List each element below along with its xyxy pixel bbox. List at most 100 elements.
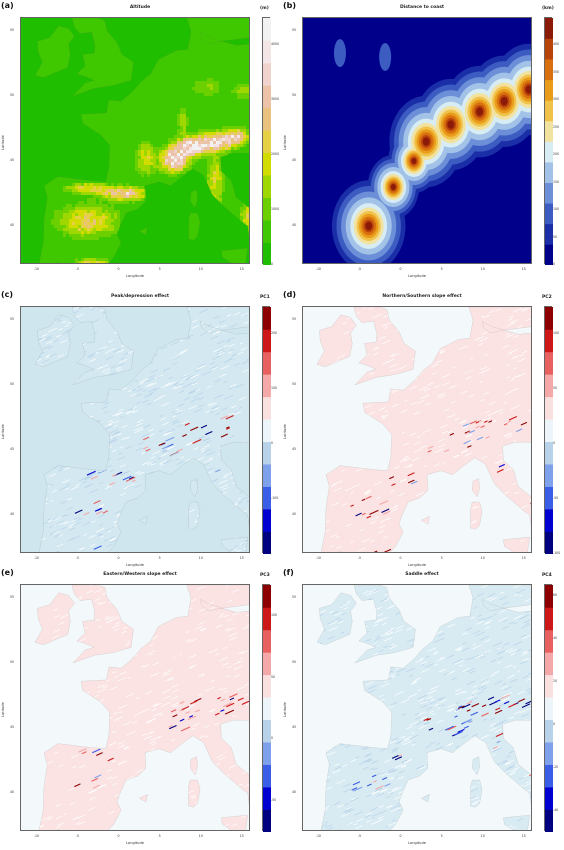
effect-stroke (78, 764, 86, 769)
altitude-cell (240, 207, 243, 210)
effect-stroke (402, 493, 410, 497)
effect-stroke (212, 689, 219, 693)
altitude-cell (228, 147, 231, 150)
x-tick-label: 5 (440, 267, 443, 271)
effect-stroke (203, 458, 213, 463)
altitude-cell (192, 144, 195, 147)
altitude-cell (126, 183, 129, 186)
altitude-cell (81, 186, 84, 189)
effect-stroke (506, 333, 510, 336)
effect-stroke (160, 346, 168, 350)
altitude-cell (177, 141, 180, 144)
effect-stroke (517, 372, 526, 378)
effect-stroke (127, 389, 133, 393)
effect-stroke (331, 501, 340, 507)
altitude-cell (108, 192, 111, 195)
effect-stroke (485, 307, 493, 311)
altitude-cell (75, 261, 78, 263)
effect-stroke (365, 495, 372, 500)
effect-stroke (200, 674, 206, 678)
altitude-cell (93, 228, 96, 231)
altitude-cell (66, 210, 69, 213)
x-tick-label: 10 (480, 267, 485, 271)
effect-stroke (204, 444, 211, 448)
altitude-cell (120, 192, 123, 195)
y-tick-label: 45 (292, 158, 297, 162)
effect-stroke (401, 431, 406, 434)
altitude-cell (213, 147, 216, 150)
effect-stroke (125, 719, 135, 724)
altitude-cell (213, 162, 216, 165)
altitude-cell (99, 195, 102, 198)
altitude-cell (138, 171, 141, 174)
altitude-cell (186, 150, 189, 153)
effect-stroke (419, 429, 428, 434)
effect-stroke (204, 735, 209, 738)
colorbar-swatch (263, 697, 271, 709)
altitude-cell (219, 129, 222, 132)
effect-stroke (235, 662, 241, 666)
altitude-cell (213, 135, 216, 138)
effect-stroke (516, 358, 526, 363)
altitude-cell (144, 165, 147, 168)
effect-stroke (112, 436, 117, 439)
altitude-cell (249, 135, 250, 138)
effect-stroke (402, 422, 412, 427)
distance-band (422, 137, 430, 146)
effect-stroke (194, 601, 200, 605)
effect-stroke (239, 621, 244, 624)
altitude-cell (174, 168, 177, 171)
altitude-cell (96, 219, 99, 222)
altitude-cell (186, 120, 189, 123)
effect-stroke (512, 307, 523, 313)
effect-stroke (68, 527, 75, 531)
effect-stroke (477, 691, 484, 695)
effect-stroke (136, 401, 141, 404)
effect-stroke (113, 628, 120, 632)
effect-stroke (69, 748, 75, 752)
effect-stroke (434, 448, 444, 454)
effect-stroke (117, 741, 125, 745)
altitude-cell (243, 126, 246, 129)
effect-stroke (175, 384, 183, 389)
effect-stroke (529, 426, 531, 429)
effect-stroke (446, 413, 456, 419)
effect-stroke (143, 446, 149, 450)
distance-band (411, 157, 417, 165)
altitude-cell (96, 228, 99, 231)
altitude-cell (243, 219, 246, 222)
effect-stroke (111, 760, 116, 763)
altitude-cell (204, 153, 207, 156)
colorbar-swatch (545, 18, 553, 29)
altitude-cell (57, 222, 60, 225)
effect-stroke (515, 377, 521, 381)
effect-stroke (87, 585, 94, 587)
colorbar-swatch (263, 253, 271, 265)
altitude-cell (84, 222, 87, 225)
effect-stroke (48, 620, 55, 624)
altitude-cell (213, 171, 216, 174)
effect-stroke (111, 431, 121, 437)
effect-stroke (158, 713, 164, 717)
altitude-cell (174, 165, 177, 168)
effect-stroke (523, 399, 531, 404)
altitude-cell (162, 159, 165, 162)
altitude-cell (183, 144, 186, 147)
effect-stroke (391, 403, 399, 408)
altitude-cell (216, 90, 219, 93)
effect-stroke (454, 417, 460, 421)
effect-stroke (180, 714, 187, 718)
effect-stroke (508, 318, 513, 321)
effect-stroke (223, 344, 228, 348)
altitude-cell (201, 90, 204, 93)
colorbar-swatch (263, 652, 271, 664)
effect-stroke (249, 398, 250, 400)
effect-stroke (502, 344, 510, 349)
effect-stroke (324, 821, 329, 824)
altitude-cell (72, 231, 75, 234)
effect-stroke (393, 366, 397, 369)
effect-stroke (337, 354, 346, 359)
distance-band (365, 221, 373, 231)
effect-stroke (378, 525, 385, 529)
effect-stroke (460, 419, 468, 423)
